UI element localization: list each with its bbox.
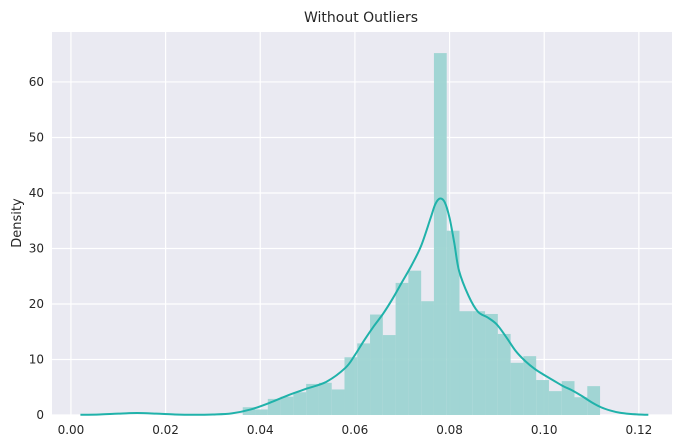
histogram-bar: [433, 53, 447, 416]
histogram-bar: [536, 380, 549, 415]
histogram-bar: [331, 389, 345, 415]
x-tick-label: 0.06: [342, 423, 369, 437]
histogram-bar: [523, 356, 537, 415]
histogram-bar: [357, 343, 371, 415]
histogram-bar: [318, 382, 332, 415]
histogram-bar: [306, 383, 319, 415]
histogram-bar: [280, 396, 294, 415]
x-tick-label: 0.12: [626, 423, 653, 437]
y-tick-label: 20: [29, 297, 44, 311]
y-axis-label: Density: [10, 198, 25, 248]
histogram-bar: [587, 386, 601, 415]
x-tick-label: 0.02: [152, 423, 179, 437]
histogram-bar: [382, 335, 396, 415]
histogram-bar: [395, 282, 409, 415]
y-tick-label: 10: [29, 352, 44, 366]
x-tick-label: 0.10: [531, 423, 558, 437]
x-tick-label: 0.04: [247, 423, 274, 437]
histogram-bar: [344, 357, 358, 415]
histogram-bar: [408, 270, 422, 415]
x-tick-label: 0.00: [58, 423, 85, 437]
y-tick-label: 40: [29, 186, 44, 200]
histogram-bar: [242, 407, 256, 415]
y-tick-label: 50: [29, 130, 44, 144]
y-tick-label: 30: [29, 241, 44, 255]
histogram-bar: [548, 391, 562, 415]
histogram-bar: [255, 409, 268, 415]
y-tick-label: 60: [29, 75, 44, 89]
histogram-bar: [370, 314, 383, 415]
x-tick-label: 0.08: [436, 423, 463, 437]
chart-title: Without Outliers: [304, 10, 418, 26]
histogram-bar: [574, 397, 588, 415]
y-tick-label: 0: [36, 408, 44, 422]
histogram-bar: [472, 311, 486, 415]
histogram-bar: [459, 311, 473, 415]
histogram-bar: [446, 230, 460, 415]
histogram-bar: [510, 362, 524, 415]
histogram-bar: [485, 313, 498, 415]
histogram-bar: [497, 333, 511, 415]
histogram-bar: [293, 392, 307, 415]
histogram-bar: [421, 301, 434, 415]
kde-density-line: [80, 197, 649, 416]
